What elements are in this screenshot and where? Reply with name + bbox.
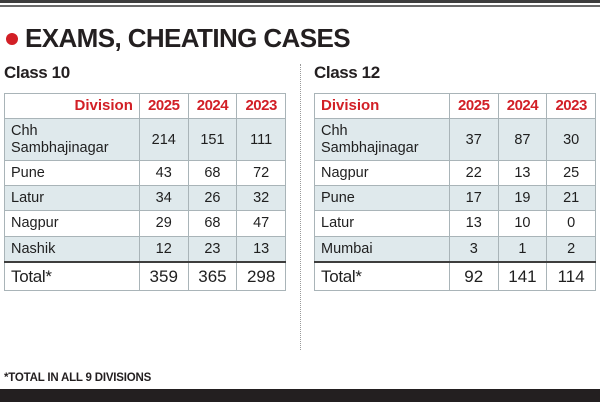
table-row: Mumbai 3 1 2 [314, 235, 596, 263]
cell-2025: 43 [138, 159, 189, 187]
table-header-row: Division 2025 2024 2023 [314, 92, 596, 120]
cell-2025: 12 [138, 235, 189, 263]
column-header-2024: 2024 [497, 92, 548, 120]
bullet-icon [6, 33, 18, 45]
table-header-row: Division 2025 2024 2023 [4, 92, 286, 120]
column-header-2025: 2025 [448, 92, 499, 120]
cell-2025: 37 [448, 118, 499, 161]
tables-container: Class 10 Division 2025 2024 2023 Chh Sam… [0, 63, 600, 386]
cell-2024: 19 [497, 185, 548, 212]
cell-2024: 1 [497, 235, 548, 263]
cell-2025: 13 [448, 210, 499, 237]
panel-title-class-10: Class 10 [4, 63, 70, 82]
cell-2025: 34 [138, 185, 189, 212]
total-label: Total* [4, 260, 140, 291]
panel-divider [300, 64, 302, 350]
total-2025: 92 [448, 260, 499, 291]
total-label: Total* [314, 260, 450, 291]
page-title: EXAMS, CHEATING CASES [25, 23, 351, 53]
total-2024: 365 [187, 260, 238, 291]
total-2024: 141 [497, 260, 548, 291]
table-row: Chh Sambhajinagar 214 151 111 [4, 118, 286, 161]
cell-2024: 26 [187, 185, 238, 212]
top-rule-gap [0, 3, 600, 5]
table-row: Latur 13 10 0 [314, 210, 596, 237]
cell-2024: 10 [497, 210, 548, 237]
panel-class-10: Class 10 Division 2025 2024 2023 Chh Sam… [0, 63, 300, 386]
top-rule-thick [0, 0, 600, 3]
row-label: Chh Sambhajinagar [314, 118, 450, 161]
table-row: Nashik 12 23 13 [4, 235, 286, 263]
row-label: Latur [314, 210, 450, 237]
cell-2023: 21 [546, 185, 596, 212]
table-row: Nagpur 22 13 25 [314, 159, 596, 187]
total-2023: 298 [236, 260, 286, 291]
cell-2024: 23 [187, 235, 238, 263]
cell-2024: 13 [497, 159, 548, 187]
row-label: Nagpur [4, 210, 140, 237]
cell-2024: 87 [497, 118, 548, 161]
cell-2025: 29 [138, 210, 189, 237]
cell-2023: 47 [236, 210, 286, 237]
headline: EXAMS, CHEATING CASES [6, 22, 594, 54]
row-label: Pune [314, 185, 450, 212]
column-header-2025: 2025 [138, 92, 189, 120]
panel-class-12: Class 12 Division 2025 2024 2023 Chh Sam… [300, 63, 600, 386]
table-class-10: Division 2025 2024 2023 Chh Sambhajinaga… [4, 92, 286, 291]
row-label: Mumbai [314, 235, 450, 263]
cell-2023: 72 [236, 159, 286, 187]
row-label: Nagpur [314, 159, 450, 187]
cell-2023: 32 [236, 185, 286, 212]
cell-2023: 25 [546, 159, 596, 187]
table-row: Pune 43 68 72 [4, 159, 286, 187]
cell-2024: 68 [187, 159, 238, 187]
row-label: Pune [4, 159, 140, 187]
row-label: Chh Sambhajinagar [4, 118, 140, 161]
total-2023: 114 [546, 260, 596, 291]
cell-2024: 68 [187, 210, 238, 237]
row-label: Nashik [4, 235, 140, 263]
cell-2023: 0 [546, 210, 596, 237]
bottom-bar [0, 389, 600, 402]
table-row: Latur 34 26 32 [4, 185, 286, 212]
cell-2023: 111 [236, 118, 286, 161]
table-total-row: Total* 359 365 298 [4, 260, 286, 291]
top-rule-thin [0, 5, 600, 7]
total-2025: 359 [138, 260, 189, 291]
row-label: Latur [4, 185, 140, 212]
column-header-2023: 2023 [236, 92, 286, 120]
column-header-division: Division [4, 92, 140, 120]
cell-2023: 30 [546, 118, 596, 161]
panel-title-class-12: Class 12 [314, 63, 380, 82]
cell-2024: 151 [187, 118, 238, 161]
table-row: Chh Sambhajinagar 37 87 30 [314, 118, 596, 161]
cell-2023: 13 [236, 235, 286, 263]
column-header-2023: 2023 [546, 92, 596, 120]
cell-2025: 22 [448, 159, 499, 187]
table-total-row: Total* 92 141 114 [314, 260, 596, 291]
table-row: Nagpur 29 68 47 [4, 210, 286, 237]
cell-2025: 17 [448, 185, 499, 212]
cell-2025: 3 [448, 235, 499, 263]
column-header-division: Division [314, 92, 450, 120]
cell-2023: 2 [546, 235, 596, 263]
footnote: *TOTAL IN ALL 9 DIVISIONS [4, 372, 152, 384]
top-rule-group [0, 0, 600, 7]
table-row: Pune 17 19 21 [314, 185, 596, 212]
cell-2025: 214 [138, 118, 189, 161]
table-class-12: Division 2025 2024 2023 Chh Sambhajinaga… [314, 92, 596, 291]
column-header-2024: 2024 [187, 92, 238, 120]
